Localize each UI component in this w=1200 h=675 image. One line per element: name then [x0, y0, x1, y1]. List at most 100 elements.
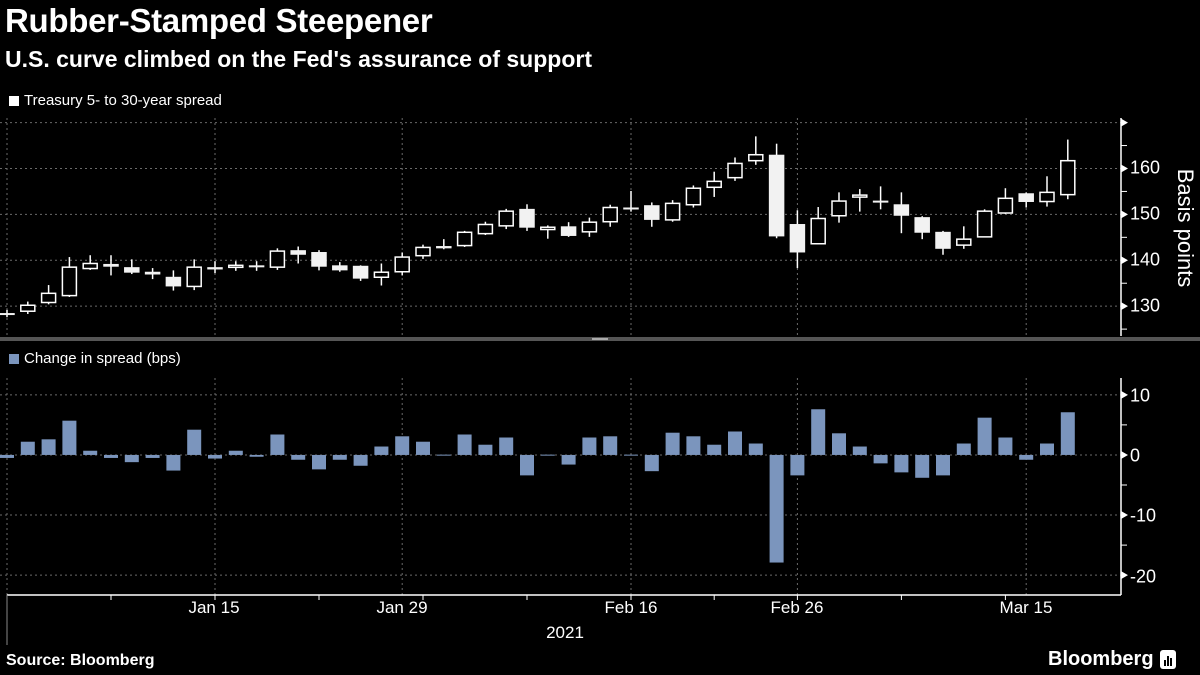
candle-up	[1039, 191, 1055, 203]
candle-up	[997, 197, 1014, 214]
candle-up	[727, 162, 743, 179]
change-bar	[977, 417, 992, 455]
candle-up	[20, 304, 36, 312]
candle-down	[914, 217, 930, 233]
legend-label: Treasury 5- to 30-year spread	[24, 92, 222, 109]
change-bar	[312, 454, 326, 470]
candle-up	[581, 221, 598, 233]
candle-down	[519, 208, 535, 228]
candle-up	[540, 226, 556, 231]
change-bar	[124, 454, 139, 463]
change-bar	[62, 420, 77, 455]
y-axis-label: Basis points	[1173, 168, 1198, 288]
logo-text: Bloomberg	[1048, 648, 1154, 670]
candle-up	[415, 246, 431, 257]
candle-up	[394, 256, 410, 273]
legend-swatch-white	[9, 95, 19, 106]
candle-up	[82, 262, 98, 270]
candle-up	[852, 194, 868, 198]
change-bar	[1060, 412, 1075, 455]
candle-up	[186, 266, 202, 288]
candle-down	[248, 265, 265, 268]
change-bar	[187, 429, 202, 455]
candle-up	[498, 210, 514, 227]
change-bar	[478, 444, 493, 455]
y-tick-label: 160	[1130, 157, 1161, 178]
candle-up	[456, 231, 473, 247]
candle-down	[560, 226, 577, 236]
legend-label: Change in spread (bps)	[24, 350, 181, 367]
legend-swatch-blue	[9, 353, 19, 364]
change-bar	[353, 454, 368, 466]
x-tick-label: Jan 15	[188, 598, 240, 617]
candle-up	[602, 206, 618, 223]
change-bar	[436, 454, 451, 456]
candle-down	[144, 271, 161, 275]
x-tick-label: Feb 16	[604, 598, 658, 617]
candle-up	[664, 202, 681, 221]
y-tick-label: 130	[1130, 295, 1161, 316]
change-bar	[894, 454, 909, 473]
change-bar	[1019, 454, 1034, 460]
change-bar	[956, 443, 971, 455]
change-bar	[936, 454, 950, 476]
change-bar	[249, 454, 264, 457]
x-axis-year: 2021	[546, 623, 584, 642]
change-bar	[166, 454, 181, 471]
y-tick-label: 10	[1130, 385, 1151, 406]
change-bar	[145, 454, 160, 458]
y-tick-label: -10	[1130, 505, 1157, 526]
candle-down	[332, 265, 348, 271]
candle-down	[872, 200, 889, 203]
y-axis-major-tick	[1121, 450, 1128, 459]
candle-down	[935, 231, 951, 249]
y-tick-label: -20	[1130, 566, 1157, 587]
x-tick-label: Mar 15	[999, 598, 1053, 617]
y-axis-major-tick	[1121, 390, 1128, 399]
y-axis-major-tick	[1121, 256, 1128, 265]
candle-down	[311, 252, 327, 267]
candle-up	[748, 153, 764, 162]
change-bar	[915, 454, 930, 478]
change-bar	[540, 454, 555, 456]
y-tick-label: 150	[1130, 203, 1161, 224]
change-bar	[769, 454, 784, 563]
chart-title: Rubber-Stamped Steepener	[5, 2, 433, 39]
candle-up	[1060, 159, 1076, 196]
change-bar	[832, 433, 846, 455]
candle-down	[124, 267, 140, 273]
candle-down	[768, 154, 785, 237]
candle-down	[644, 205, 660, 220]
change-bar	[520, 454, 534, 476]
change-bar	[83, 450, 98, 455]
candle-down	[352, 265, 369, 279]
candle-down	[1018, 193, 1034, 202]
y-axis-major-tick	[1121, 210, 1128, 219]
change-bar	[748, 443, 763, 455]
candle-up	[685, 187, 702, 206]
change-bar	[707, 444, 722, 455]
change-bar	[852, 446, 867, 455]
y-axis-major-tick	[1121, 571, 1128, 580]
change-bar	[41, 439, 56, 455]
candle-down	[436, 246, 452, 249]
change-bar	[811, 409, 826, 455]
change-bar	[208, 454, 222, 459]
candle-down	[290, 250, 306, 255]
change-bar	[728, 431, 742, 455]
candle-up	[956, 238, 972, 246]
change-bar	[644, 454, 659, 472]
candle-up	[706, 180, 722, 189]
y-axis-major-tick	[1121, 302, 1128, 311]
change-bar	[582, 437, 597, 455]
y-axis-major-tick	[1121, 511, 1128, 520]
change-bar	[332, 454, 347, 460]
candle-down	[893, 204, 910, 216]
change-bar	[873, 454, 888, 464]
y-tick-label: 0	[1130, 445, 1141, 466]
change-bar	[998, 437, 1013, 455]
change-bar	[665, 432, 680, 455]
candle-down	[207, 267, 223, 270]
x-tick-label: Feb 26	[770, 598, 824, 617]
